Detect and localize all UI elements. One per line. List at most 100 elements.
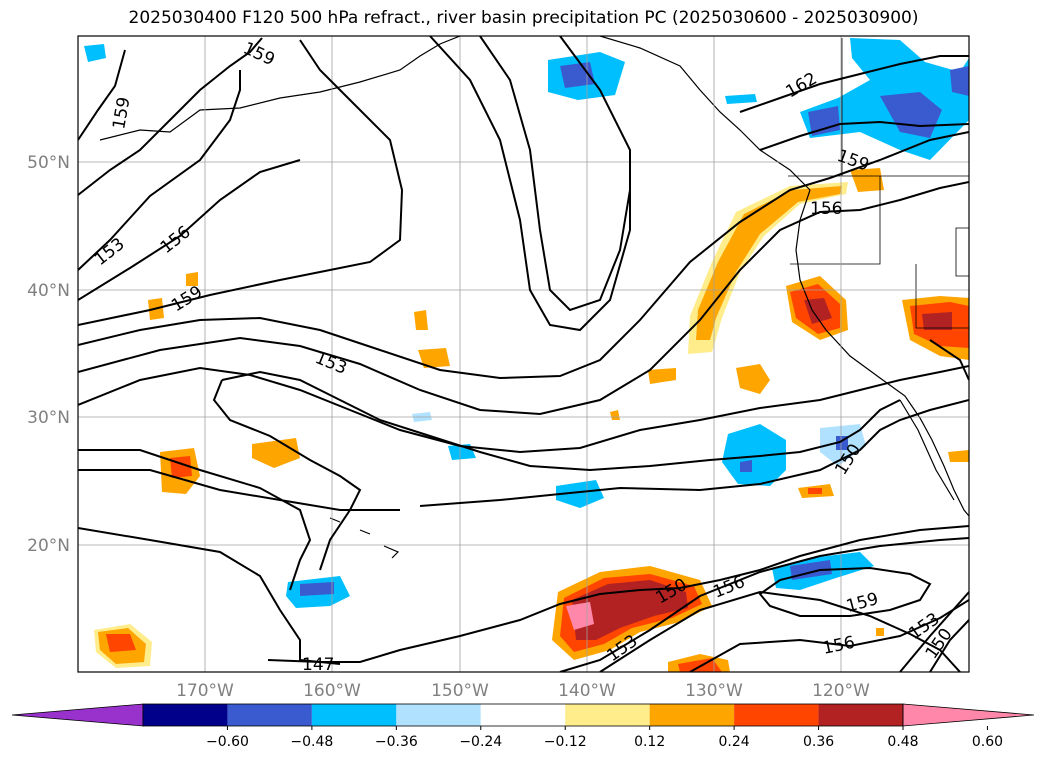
lat-label: 30°N [27,408,70,428]
lon-label: 150°W [431,681,489,701]
colorbar-frame [142,703,904,727]
colorbar-tick-label: 0.36 [803,734,834,750]
colorbar-box [734,704,819,726]
lon-label: 120°W [812,681,870,701]
red-region-j [106,634,136,652]
colorbar-tick-label: −0.48 [290,734,333,750]
red-region-i [808,488,822,494]
contour-153-bottom [599,590,961,672]
contour-159-left [78,49,126,141]
contour-159-ne [759,120,969,151]
lat-label: 40°N [27,281,70,301]
colorbar-box [480,704,566,726]
colorbar-box [396,704,481,726]
political-boundaries [788,38,969,329]
colorbar-tick-label: 0.60 [972,734,1003,750]
darkred-region-east [922,312,952,330]
contour-159-bottom [758,566,932,617]
colorbar-tick-label: −0.24 [459,734,502,750]
contour-label: 156 [810,199,842,219]
colorbar-tick-label: 0.48 [887,734,918,750]
refractivity-contours [78,36,969,672]
colorbar-tick-label: −0.36 [375,734,418,750]
lon-label: 130°W [685,681,743,701]
blue-region-nw-small [84,44,106,62]
lat-label: 20°N [27,536,70,556]
contour-label: 147 [302,655,334,675]
contour-153-south [78,469,400,511]
orange-region-l [948,450,969,462]
lon-label: 160°W [303,681,361,701]
north-america-west-coast [795,189,969,517]
colorbar-box [311,704,397,726]
lon-label: 170°W [176,681,234,701]
alaska-aleutians [99,36,461,141]
colorbar-box [818,704,903,726]
baja [899,399,955,501]
contour-150-south [78,527,341,665]
contour-156-bottom [689,599,969,672]
orange-region-m [876,628,884,636]
blue-region-mid [722,424,786,486]
contour-156-south [419,399,969,507]
latitude-labels: 50°N 40°N 30°N 20°N [27,153,70,556]
colorbar-tick-label: 0.24 [719,734,750,750]
blue-region-mid-core [740,460,752,472]
blue-region-sw-core [300,582,334,596]
contour-159-west [78,39,404,326]
contour-156-west [78,159,301,301]
map-title: 2025030400 F120 500 hPa refract., river … [128,8,919,28]
blue-region-c3 [556,480,604,508]
colorbar-tick-label: 0.12 [634,734,665,750]
coastlines [99,36,969,559]
blue-region-ne-core [560,62,595,88]
orange-region-c [418,348,450,368]
orange-region-ne-coast [850,168,884,192]
contour-main-loop [78,131,969,380]
orange-region-g [252,438,300,468]
contour-150-closed-back [212,379,362,571]
blue-region-top-core3 [950,66,969,96]
colorbar-box [565,704,650,726]
contour-159-upper [78,37,263,196]
darkred-region-ca [804,298,832,324]
contour-153-west [78,70,241,271]
orange-band-coast [696,186,842,340]
contour-153-se [899,591,969,672]
colorbar-box [649,704,735,726]
colorbar-tick-label: −0.12 [544,734,587,750]
contour-main-loop2 [78,181,969,416]
longitude-labels: 170°W 160°W 150°W 140°W 130°W 120°W [176,681,870,701]
colorbar-extend-low [11,703,144,727]
alaska-panhandle [599,36,811,191]
contour-trough-outer [429,36,631,332]
contour-150-bottom [559,537,969,672]
gridlines [78,36,969,672]
colorbar-box [227,704,312,726]
colorbar-box [143,704,228,726]
darkred-region-south [572,580,688,640]
contour-162 [739,55,969,113]
contour-150-closed [221,370,901,472]
contour-east-coast [929,339,969,381]
colorbar-tick-label: −0.60 [206,734,249,750]
map-frame [77,35,970,673]
contour-147-bottom [267,525,969,663]
blue-region-small1 [725,94,757,104]
orange-region-a [736,364,770,394]
blue-region-top-core [808,106,840,136]
contour-150-se [929,619,969,672]
colorbar-extend-high [902,703,1035,727]
contour-153-mid [78,365,969,454]
orange-region-b [648,368,676,384]
lat-label: 50°N [27,153,70,173]
orange-region-k [610,410,620,420]
contour-trough-inner [479,36,631,312]
red-region-bottom [678,658,722,672]
colorbar-ticks: −0.60 −0.48 −0.36 −0.24 −0.12 0.12 0.24 0.36 0.4… [206,726,1003,750]
lon-label: 140°W [558,681,616,701]
orange-region-f [186,272,198,286]
orange-region-d [414,310,428,330]
colorbar [11,703,1035,727]
